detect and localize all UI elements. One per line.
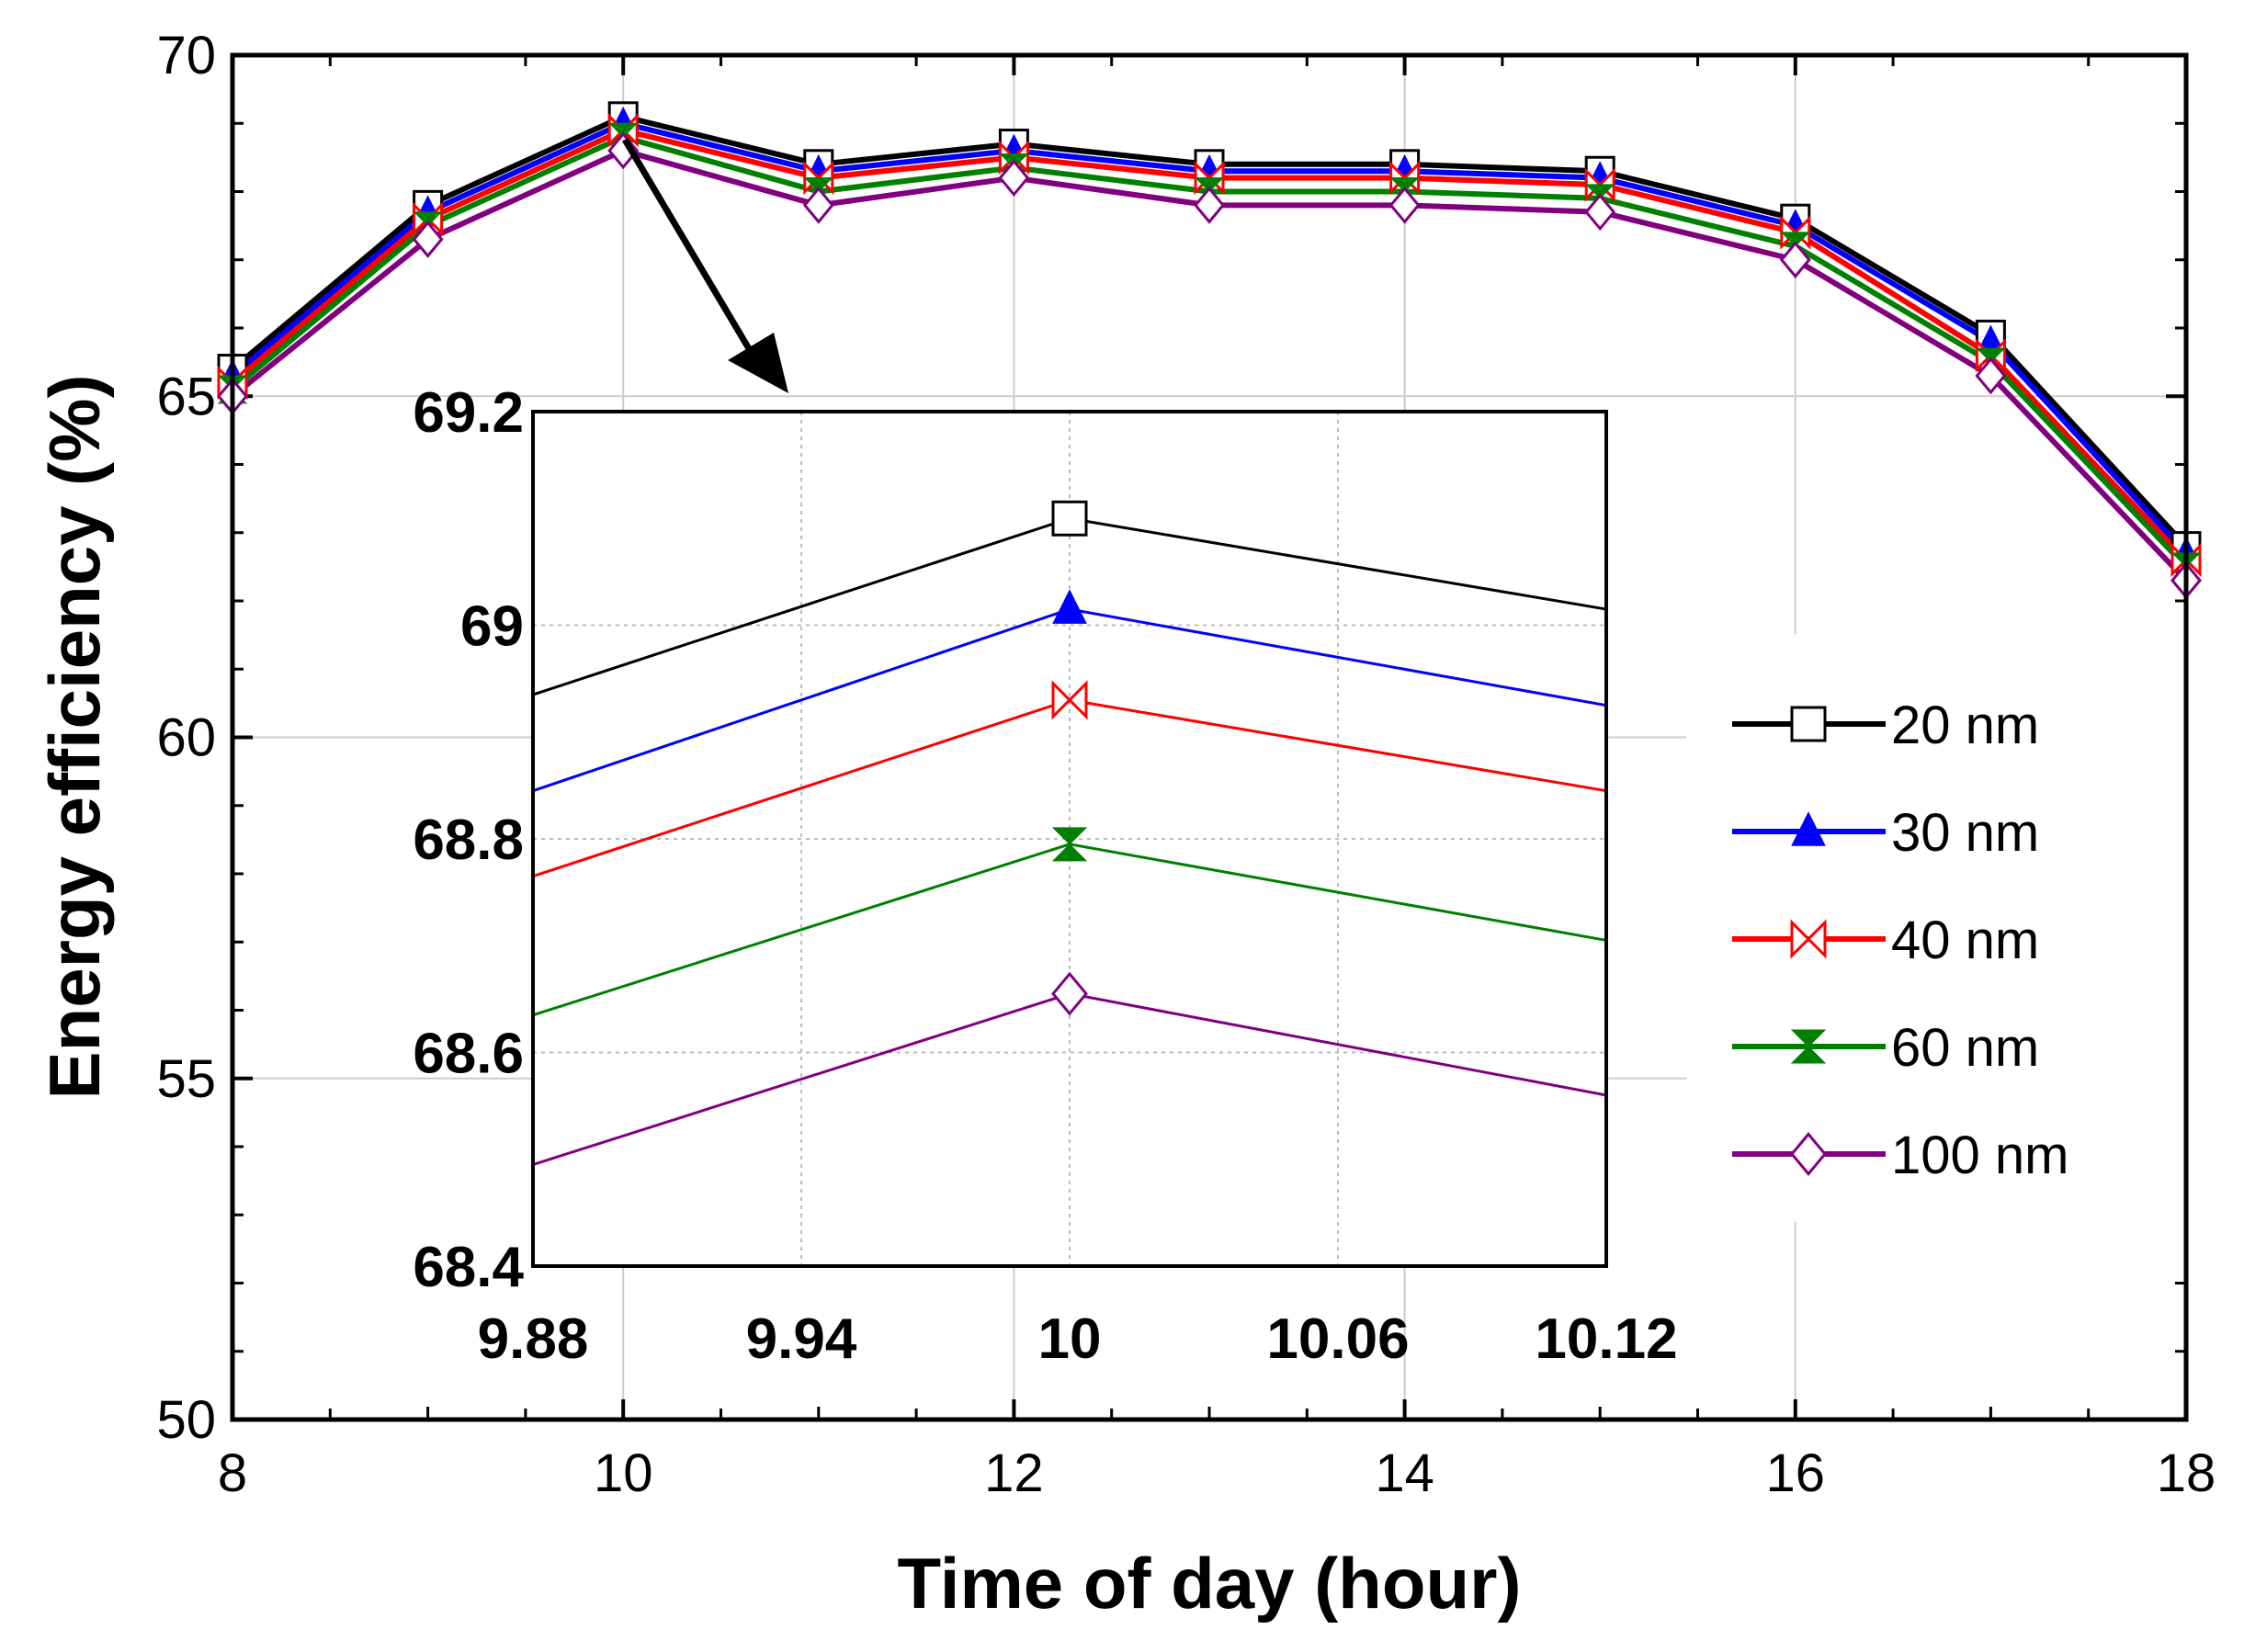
main-point-100-nm-shape [412, 221, 444, 258]
y-tick-label-55: 55 [156, 1049, 216, 1109]
legend-label-40-nm: 40 nm [1891, 911, 2039, 970]
y-tick-label-65: 65 [156, 367, 216, 426]
legend-marker-100-nm [1790, 1132, 1827, 1176]
inset-point-20-nm [1051, 500, 1088, 537]
inset-y-tick-label-68.8: 68.8 [413, 809, 524, 872]
main-point-100-nm-shape [1584, 193, 1616, 232]
legend-marker-20-nm-shape [1790, 706, 1827, 742]
inset-point-100-nm [1051, 971, 1088, 1016]
y-tick-label-70: 70 [156, 26, 216, 85]
inset-gridlines [533, 412, 1606, 1266]
main-point-100-nm-shape [1194, 187, 1225, 224]
inset-y-tick-label-68.4: 68.4 [413, 1236, 524, 1299]
main-point-100-nm-shape [1779, 241, 1811, 279]
zoom-arrow-line [621, 138, 757, 358]
x-tick-label-14: 14 [1375, 1443, 1434, 1503]
inset-point-30-nm [1052, 589, 1087, 624]
legend-marker-20-nm [1790, 706, 1827, 742]
inset-point-100-nm-shape [1051, 971, 1088, 1016]
main-point-100-nm [412, 221, 444, 258]
inset-point-30-nm-shape [1052, 589, 1087, 624]
main-point-100-nm [1779, 241, 1811, 279]
inset-point-20-nm-shape [1051, 500, 1088, 537]
inset-frame [531, 410, 1608, 1268]
inset-y-tick-label-69: 69 [460, 595, 524, 659]
x-tick-label-18: 18 [2157, 1443, 2216, 1503]
legend-label-20-nm: 20 nm [1891, 696, 2039, 755]
legend-label-60-nm: 60 nm [1891, 1018, 2039, 1078]
y-tick-label-60: 60 [156, 708, 216, 768]
x-tick-label-10: 10 [594, 1443, 653, 1503]
inset-point-40-nm-shape [1051, 680, 1088, 720]
x-tick-label-16: 16 [1766, 1443, 1826, 1503]
main-point-100-nm [1584, 193, 1616, 232]
legend-label-30-nm: 30 nm [1891, 803, 2039, 863]
inset-x-tick-label-10.06: 10.06 [1266, 1307, 1409, 1371]
inset-series-group [532, 500, 1607, 1166]
legend-marker-100-nm-shape [1790, 1132, 1827, 1176]
y-axis-title: Energy efficiency (%) [34, 375, 115, 1100]
main-point-100-nm [802, 187, 834, 224]
inset-x-tick-label-9.94: 9.94 [746, 1307, 857, 1371]
main-point-100-nm-shape [802, 187, 834, 224]
inset-x-tick-label-9.88: 9.88 [478, 1307, 589, 1371]
legend-marker-30-nm-shape [1791, 811, 1826, 846]
main-point-100-nm [1975, 356, 2007, 395]
zoom-arrow-head [728, 333, 788, 393]
inset-x-tick-label-10: 10 [1038, 1307, 1102, 1371]
inset-x-tick-label-10.12: 10.12 [1535, 1307, 1677, 1371]
x-tick-label-8: 8 [218, 1443, 247, 1503]
x-axis-title: Time of day (hour) [898, 1543, 1522, 1624]
inset-point-60-nm [1051, 827, 1088, 862]
legend-label-100-nm: 100 nm [1891, 1126, 2068, 1185]
legend-background [1686, 634, 2201, 1222]
inset-tick-labels: 9.88 9.94 10 10.06 10.12 68.4 68.6 68.8 69 69.2 [413, 381, 1677, 1371]
inset-y-tick-label-68.6: 68.6 [413, 1023, 524, 1086]
legend-marker-60-nm [1790, 1029, 1827, 1064]
legend: 20 nm 30 nm 40 nm 60 nm 100 nm [1732, 696, 2068, 1185]
y-tick-label-50: 50 [156, 1390, 216, 1450]
legend-marker-30-nm [1791, 811, 1826, 846]
main-tick-labels: 8 10 12 14 16 18 50 55 60 65 70 [156, 26, 2216, 1503]
x-tick-label-12: 12 [984, 1443, 1044, 1503]
main-point-100-nm [1388, 187, 1421, 224]
main-point-100-nm-shape [1975, 356, 2007, 395]
legend-marker-40-nm [1790, 919, 1827, 959]
legend-marker-60-nm-shape [1790, 1029, 1827, 1064]
main-plot-frame [230, 52, 2189, 1422]
inset-point-60-nm-shape [1051, 827, 1088, 862]
inset-point-40-nm [1051, 680, 1088, 720]
legend-marker-40-nm-shape [1790, 919, 1827, 959]
main-point-100-nm-shape [1388, 187, 1421, 224]
inset-y-tick-label-69.2: 69.2 [413, 381, 524, 445]
main-point-100-nm-shape [998, 159, 1030, 197]
main-point-100-nm [998, 159, 1030, 197]
main-point-100-nm [1194, 187, 1225, 224]
